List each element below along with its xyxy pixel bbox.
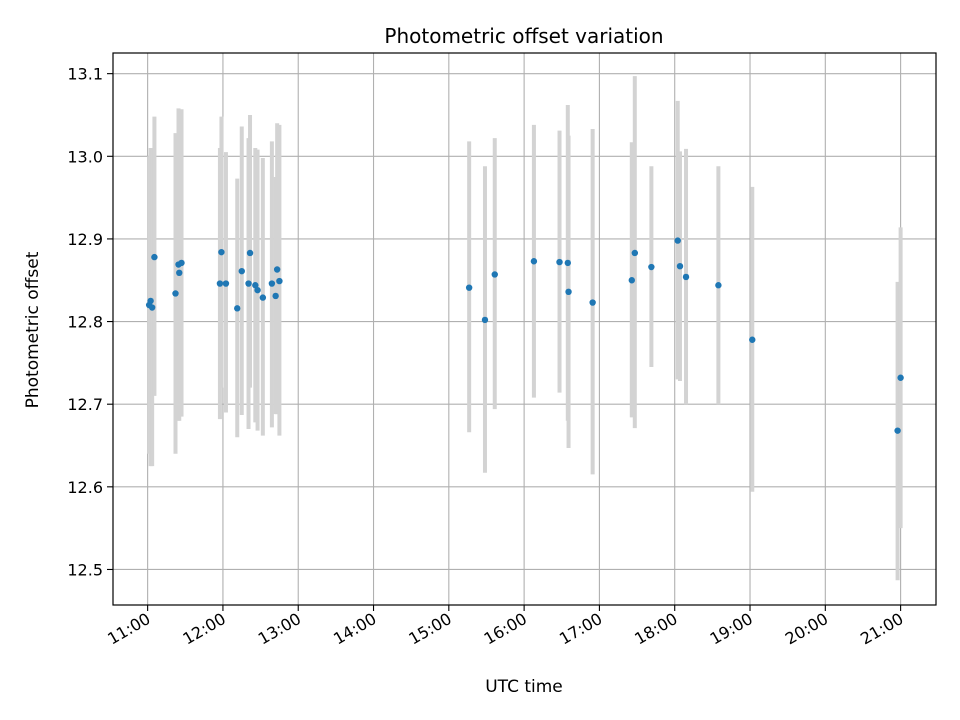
data-point: [589, 299, 596, 306]
data-point: [628, 277, 635, 284]
data-point: [273, 266, 281, 273]
data-point: [676, 262, 684, 270]
x-tick-label: 15:00: [405, 609, 454, 649]
data-point: [465, 284, 473, 291]
y-tick-label: 12.5: [67, 560, 103, 579]
data-point: [222, 280, 230, 287]
data-point: [565, 288, 572, 296]
data-point: [894, 427, 901, 434]
grid: [113, 53, 936, 605]
data-point: [259, 294, 267, 301]
y-tick-label: 13.1: [67, 65, 103, 84]
data-point: [682, 273, 690, 281]
y-tick-label: 12.9: [67, 230, 103, 249]
data-point: [276, 277, 283, 285]
data-point: [245, 280, 252, 287]
data-point: [252, 282, 259, 289]
x-tick-label: 20:00: [782, 609, 831, 649]
data-point: [254, 286, 261, 294]
data-point: [151, 253, 158, 261]
x-tick-label: 17:00: [556, 609, 605, 649]
data-point: [268, 280, 276, 287]
data-point: [648, 263, 655, 271]
data-point: [147, 297, 154, 305]
y-tick-label: 12.6: [67, 478, 103, 497]
y-tick-label: 12.7: [67, 395, 103, 414]
data-point: [631, 249, 639, 257]
x-tick-label: 16:00: [481, 609, 530, 649]
x-tick-label: 19:00: [707, 609, 756, 649]
data-point: [234, 305, 241, 312]
data-point: [216, 280, 224, 287]
y-axis-ticks: 12.5 12.6 12.7 12.8 12.9 13.0 13.1: [67, 65, 113, 579]
data-point: [674, 237, 681, 244]
x-tick-label: 14:00: [330, 609, 379, 649]
data-point: [481, 316, 489, 324]
data-points: [145, 237, 904, 434]
x-axis-ticks: 11:00 12:00 13:00 14:00 15:00 16:00 17:00 18:00…: [104, 605, 907, 649]
data-point: [530, 258, 538, 265]
x-tick-label: 18:00: [631, 609, 680, 649]
data-point: [218, 248, 225, 256]
x-tick-label: 13:00: [255, 609, 304, 649]
data-point: [176, 269, 183, 277]
data-point: [246, 249, 254, 257]
data-point: [556, 258, 563, 266]
x-axis-title: UTC time: [485, 677, 563, 697]
y-tick-label: 12.8: [67, 313, 103, 332]
x-tick-label: 21:00: [857, 609, 906, 649]
data-point: [897, 374, 904, 381]
data-point: [491, 271, 498, 278]
data-point: [178, 259, 185, 267]
chart-title: Photometric offset variation: [384, 24, 663, 48]
data-point: [172, 290, 179, 297]
data-point: [715, 282, 722, 289]
data-point: [564, 259, 571, 267]
data-point: [238, 267, 245, 275]
data-point: [749, 336, 756, 343]
data-point: [148, 304, 156, 311]
error-bars: [147, 76, 903, 581]
data-point: [272, 292, 279, 300]
x-tick-label: 12:00: [180, 609, 229, 649]
y-tick-label: 13.0: [67, 147, 103, 166]
x-tick-label: 11:00: [104, 609, 153, 649]
y-axis-title: Photometric offset: [23, 251, 43, 408]
